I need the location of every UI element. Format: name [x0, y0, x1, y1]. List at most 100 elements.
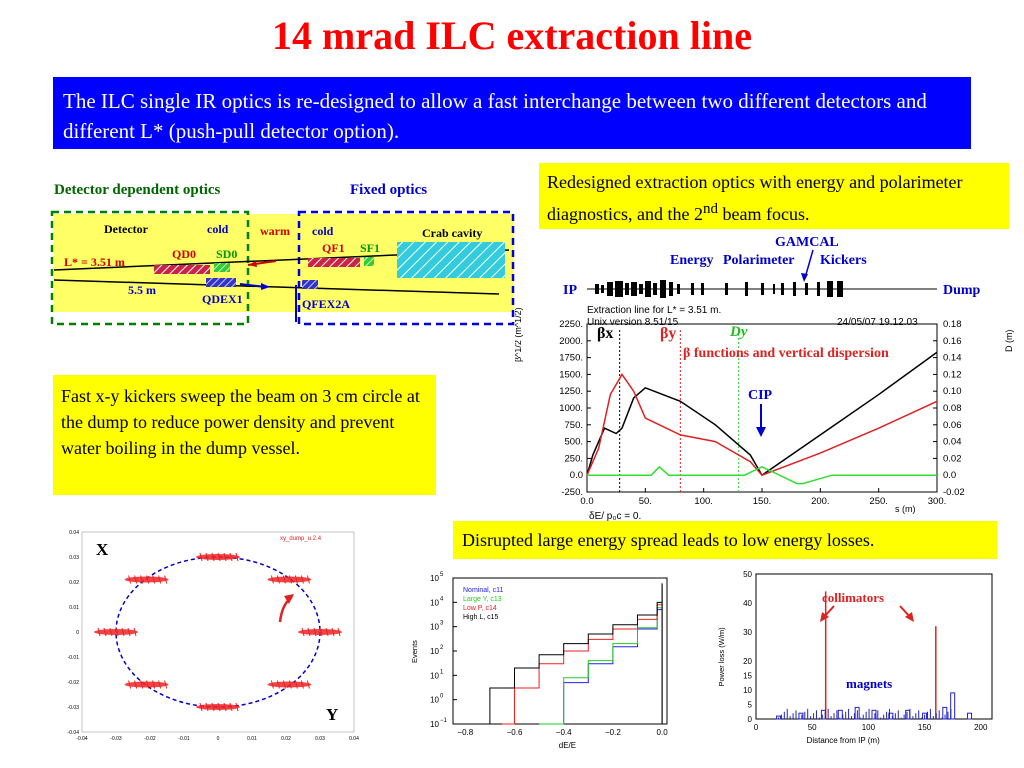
- dump-x-label: X: [96, 540, 109, 559]
- dump-spot-speck: [235, 552, 239, 562]
- right-tick-label: -0.02: [943, 487, 965, 498]
- left-axis-label: β^1/2 (m^1/2): [515, 307, 523, 362]
- events-y-tick-exp: 1: [440, 669, 444, 675]
- collimators-label: collimators: [822, 590, 884, 605]
- detector-optics-frame: [50, 210, 250, 326]
- dump-spot-speck: [205, 552, 209, 562]
- dump-spot-speck: [235, 702, 239, 712]
- dump-spot-speck: [306, 680, 310, 689]
- beamline-elements: [595, 280, 843, 298]
- collimator-arrow-left-head: [820, 612, 829, 622]
- beamline-caption: Extraction line for L* = 3.51 m.: [587, 305, 721, 316]
- dump-x-tick: 0: [217, 736, 220, 742]
- dispersion-label: Dy: [729, 324, 748, 340]
- sf1-label: SF1: [360, 241, 380, 255]
- qdex1-magnet: [206, 278, 236, 287]
- warm-label: warm: [260, 224, 290, 238]
- magnet-loss-bar: [871, 709, 877, 720]
- dump-x-tick: 0.02: [281, 736, 291, 742]
- dump-spot-speck: [134, 575, 138, 584]
- loss-y-tick: 20: [743, 657, 752, 666]
- dump-x-tick: -0.01: [178, 736, 190, 742]
- dump-y-tick: 0.03: [69, 555, 79, 561]
- dump-y-tick: -0.01: [68, 655, 80, 661]
- dump-spot-speck: [121, 627, 125, 637]
- dump-spot-speck: [229, 702, 233, 712]
- events-y-tick-exp: 4: [440, 596, 444, 602]
- dump-y-tick: -0.04: [68, 730, 80, 736]
- qfex2a-magnet: [302, 280, 318, 289]
- dump-spot-speck: [199, 702, 203, 712]
- right-tick-label: 0.04: [943, 437, 962, 448]
- dump-spot-speck: [146, 575, 150, 584]
- x-axis-label: s (m): [895, 504, 916, 514]
- beamline-element-15: [745, 282, 748, 296]
- events-legend-item: Low P, c14: [463, 605, 497, 612]
- dump-spot-speck: [300, 680, 304, 689]
- left-tick-label: 750.: [565, 420, 584, 431]
- beamline-element-12: [691, 283, 694, 295]
- events-y-tick: 10: [430, 574, 439, 583]
- dump-x-tick: 0.04: [349, 736, 359, 742]
- cold-left-label: cold: [207, 222, 229, 236]
- redesign-note: Redesigned extraction optics with energy…: [539, 163, 1009, 229]
- cip-arrow-head: [756, 427, 766, 437]
- beamline-element-3: [615, 281, 623, 297]
- dump-spot-speck: [134, 680, 138, 689]
- gamcal-label: GAMCAL: [775, 235, 839, 250]
- left-tick-label: 0.0: [570, 470, 583, 481]
- magnet-loss-bar: [967, 712, 973, 720]
- events-y-tick-exp: 3: [440, 621, 444, 627]
- x-tick-label: 0.0: [580, 496, 593, 507]
- optics-plot-panel: Energy Polarimeter GAMCAL Kickers IP Dum…: [515, 235, 1014, 522]
- fixed-optics-label: Fixed optics: [350, 182, 427, 198]
- dump-spot-speck: [140, 680, 144, 689]
- loss-y-tick: 5: [748, 701, 753, 710]
- dump-spot-speck: [223, 552, 227, 562]
- dump-chart: 0.040.030.020.010-0.01-0.02-0.03-0.04-0.…: [68, 530, 359, 742]
- left-tick-label: 2250.: [559, 319, 583, 330]
- extraction-beamline: [53, 279, 500, 295]
- optics-footer: δE/ p₀c = 0.: [589, 511, 641, 522]
- optics-series-1: [586, 373, 938, 477]
- left-tick-label: -250.: [561, 487, 583, 498]
- dump-spot-speck: [294, 680, 298, 689]
- dump-y-tick: 0: [76, 630, 79, 636]
- dump-spot-speck: [307, 627, 311, 637]
- loss-y-tick: 15: [743, 672, 752, 681]
- beamline-element-11: [677, 284, 680, 294]
- right-tick-label: 0.18: [943, 319, 962, 330]
- dump-spot-speck: [229, 552, 233, 562]
- outgoing-arrow-head: [261, 283, 270, 290]
- dump-spot-speck: [270, 575, 274, 584]
- dump-spot-speck: [288, 575, 292, 584]
- beamline-element-1: [601, 285, 604, 293]
- magnet-loss-bar: [950, 692, 956, 720]
- left-tick-label: 1250.: [559, 386, 583, 397]
- qd0-magnet: [154, 265, 210, 274]
- left-tick-label: 1500.: [559, 369, 583, 380]
- dump-spot-speck: [158, 575, 162, 584]
- left-tick-label: 2000.: [559, 336, 583, 347]
- loss-y-tick: 30: [743, 628, 752, 637]
- events-x-label: dE/E: [559, 741, 576, 750]
- events-x-tick: −0.4: [556, 728, 572, 737]
- x-tick-label: 150.: [753, 496, 772, 507]
- beamline-element-17: [773, 284, 775, 294]
- dump-spot-speck: [301, 627, 305, 637]
- distance-label: 5.5 m: [128, 283, 156, 297]
- x-tick-label: 200.: [811, 496, 830, 507]
- loss-x-tick: 50: [808, 723, 817, 732]
- events-y-tick: 10: [430, 598, 439, 607]
- beamline-element-9: [660, 280, 666, 298]
- dump-y-tick: 0.04: [69, 530, 79, 536]
- left-tick-label: 1000.: [559, 403, 583, 414]
- events-series-2: [502, 583, 663, 725]
- dump-spot-speck: [276, 575, 280, 584]
- dump-scatter-plot: 0.040.030.020.010-0.01-0.02-0.03-0.04-0.…: [62, 522, 362, 742]
- dump-spot-speck: [140, 575, 144, 584]
- right-tick-label: 0.10: [943, 386, 962, 397]
- beamline-element-16: [761, 283, 764, 295]
- detector-optics-label: Detector dependent optics: [54, 182, 221, 198]
